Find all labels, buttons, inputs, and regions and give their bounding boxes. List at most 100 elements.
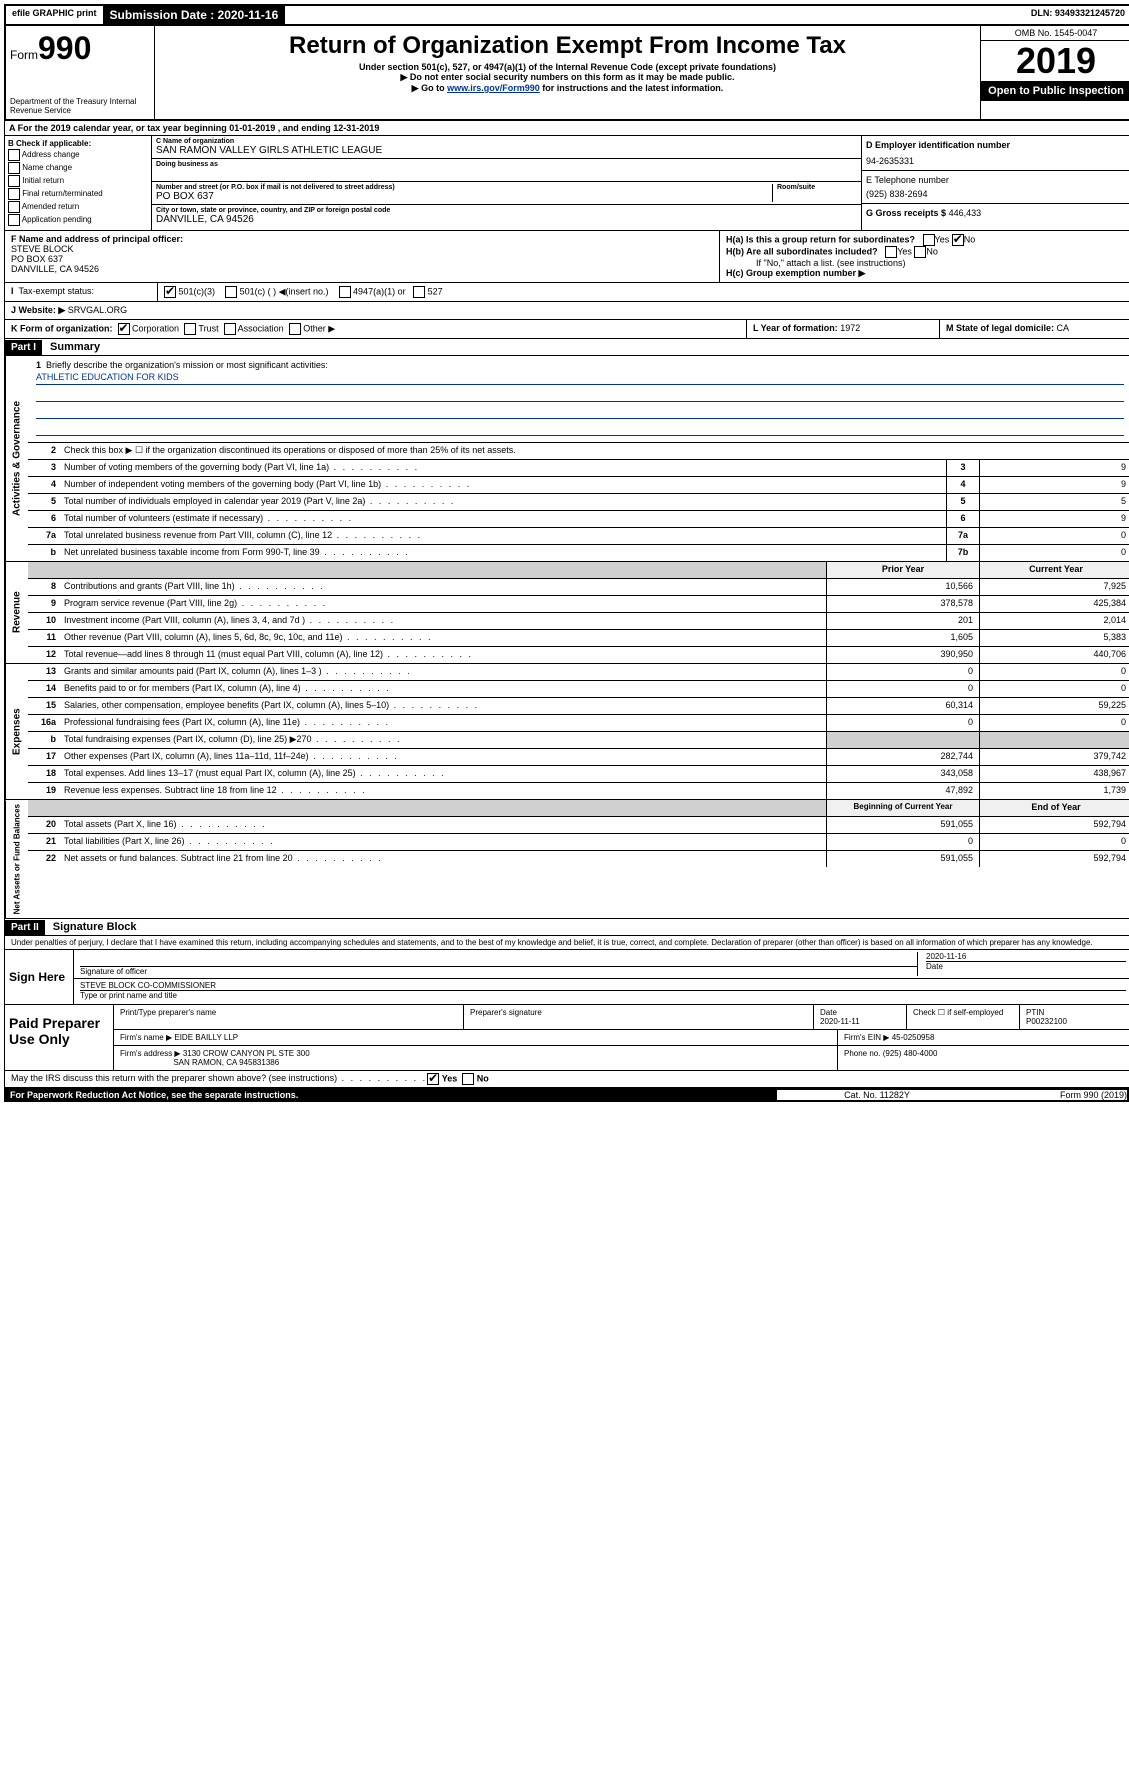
- sig-officer-label: Signature of officer: [80, 967, 917, 976]
- part2-title: Signature Block: [45, 919, 145, 935]
- officer-addr2: DANVILLE, CA 94526: [11, 264, 713, 274]
- entity-info: B Check if applicable: Address change Na…: [4, 136, 1129, 231]
- cb-final-return[interactable]: Final return/terminated: [8, 188, 148, 200]
- formation-year: 1972: [840, 323, 860, 333]
- cb-discuss-no[interactable]: [462, 1073, 474, 1085]
- l-label: L Year of formation:: [753, 323, 838, 333]
- q2-label: Check this box ▶ ☐ if the organization d…: [60, 443, 1129, 459]
- cb-trust[interactable]: [184, 323, 196, 335]
- table-row: 20Total assets (Part X, line 16)591,0555…: [28, 817, 1129, 834]
- cb-assoc[interactable]: [224, 323, 236, 335]
- tax-status-label: I Tax-exempt status:: [5, 283, 158, 301]
- cb-pending[interactable]: Application pending: [8, 214, 148, 226]
- firm-name-label: Firm's name ▶: [120, 1033, 172, 1042]
- website-value[interactable]: SRVGAL.ORG: [68, 305, 127, 315]
- org-name: SAN RAMON VALLEY GIRLS ATHLETIC LEAGUE: [156, 145, 857, 156]
- lbl-4947: 4947(a)(1) or: [353, 286, 406, 296]
- table-row: 11Other revenue (Part VIII, column (A), …: [28, 630, 1129, 647]
- cb-other[interactable]: [289, 323, 301, 335]
- current-year-header: Current Year: [979, 562, 1129, 578]
- paid-preparer-label: Paid Preparer Use Only: [5, 1005, 114, 1070]
- revenue-vtab: Revenue: [5, 562, 28, 663]
- form-subtitle: Under section 501(c), 527, or 4947(a)(1)…: [159, 62, 976, 72]
- cb-discuss-yes[interactable]: [427, 1073, 439, 1085]
- table-row: 9Program service revenue (Part VIII, lin…: [28, 596, 1129, 613]
- gross-receipts: 446,433: [949, 208, 982, 218]
- form-num: 990: [38, 30, 91, 66]
- form-ref: Form 990 (2019): [977, 1090, 1127, 1100]
- form-number: Form990: [10, 30, 150, 67]
- cb-4947[interactable]: [339, 286, 351, 298]
- irs-link[interactable]: www.irs.gov/Form990: [447, 83, 540, 93]
- room-label: Room/suite: [777, 184, 857, 191]
- cb-501c[interactable]: [225, 286, 237, 298]
- k-row: K Form of organization: Corporation Trus…: [4, 320, 1129, 339]
- sig-date-label: Date: [926, 962, 1126, 971]
- dln: DLN: 93493321245720: [1025, 6, 1129, 24]
- m-label: M State of legal domicile:: [946, 323, 1054, 333]
- f-h-row: F Name and address of principal officer:…: [4, 231, 1129, 283]
- submission-date: Submission Date : 2020-11-16: [104, 6, 286, 24]
- lbl-527: 527: [428, 286, 443, 296]
- website-row: J Website: ▶ SRVGAL.ORG: [4, 302, 1129, 320]
- g-gross-label: G Gross receipts $: [866, 208, 946, 218]
- table-row: 17Other expenses (Part IX, column (A), l…: [28, 749, 1129, 766]
- table-row: 22Net assets or fund balances. Subtract …: [28, 851, 1129, 867]
- col-b-title: B Check if applicable:: [8, 139, 148, 148]
- officer-addr1: PO BOX 637: [11, 254, 713, 264]
- lbl-assoc: Association: [238, 323, 284, 333]
- cb-501c3[interactable]: [164, 286, 176, 298]
- firm-phone: (925) 480-4000: [883, 1049, 938, 1058]
- hb-note: If "No," attach a list. (see instruction…: [726, 258, 1126, 268]
- cb-amended[interactable]: Amended return: [8, 201, 148, 213]
- pra-notice: For Paperwork Reduction Act Notice, see …: [10, 1090, 777, 1100]
- q1-label: Briefly describe the organization's miss…: [46, 360, 328, 370]
- table-row: bTotal fundraising expenses (Part IX, co…: [28, 732, 1129, 749]
- ptin-value: P00232100: [1026, 1017, 1067, 1026]
- governance-section: Activities & Governance 1 Briefly descri…: [4, 356, 1129, 562]
- hc-label: H(c) Group exemption number ▶: [726, 268, 1126, 279]
- e-phone-label: E Telephone number: [866, 175, 1128, 185]
- begin-year-header: Beginning of Current Year: [826, 800, 979, 816]
- omb-number: OMB No. 1545-0047: [981, 26, 1129, 41]
- lbl-other: Other ▶: [303, 323, 335, 333]
- top-bar: efile GRAPHIC print Submission Date : 20…: [4, 4, 1129, 26]
- addr-label: Number and street (or P.O. box if mail i…: [156, 184, 772, 191]
- table-row: 3Number of voting members of the governi…: [28, 460, 1129, 477]
- k-label: K Form of organization:: [11, 323, 113, 333]
- print-name-label: Type or print name and title: [80, 991, 1126, 1000]
- part1-title: Summary: [42, 339, 108, 355]
- mission-text: ATHLETIC EDUCATION FOR KIDS: [36, 372, 1124, 385]
- table-row: 8Contributions and grants (Part VIII, li…: [28, 579, 1129, 596]
- cb-name-change[interactable]: Name change: [8, 162, 148, 174]
- officer-print-name: STEVE BLOCK CO-COMMISSIONER: [80, 981, 1126, 991]
- form-header: Form990 Department of the Treasury Inter…: [4, 26, 1129, 121]
- cb-corp[interactable]: [118, 323, 130, 335]
- self-employed-check[interactable]: Check ☐ if self-employed: [907, 1005, 1020, 1029]
- c-name-label: C Name of organization: [156, 138, 857, 145]
- governance-vtab: Activities & Governance: [5, 356, 28, 561]
- prep-date: 2020-11-11: [820, 1017, 860, 1026]
- table-row: 15Salaries, other compensation, employee…: [28, 698, 1129, 715]
- form-note1: ▶ Do not enter social security numbers o…: [159, 72, 976, 83]
- ein-value: 94-2635331: [866, 156, 1128, 166]
- cb-527[interactable]: [413, 286, 425, 298]
- table-row: 5Total number of individuals employed in…: [28, 494, 1129, 511]
- firm-addr2: SAN RAMON, CA 945831386: [173, 1058, 279, 1067]
- table-row: bNet unrelated business taxable income f…: [28, 545, 1129, 561]
- firm-ein: 45-0250958: [892, 1033, 935, 1042]
- cb-initial-return[interactable]: Initial return: [8, 175, 148, 187]
- sign-here-label: Sign Here: [5, 950, 74, 1004]
- f-label: F Name and address of principal officer:: [11, 234, 713, 244]
- dept-label: Department of the Treasury Internal Reve…: [10, 97, 150, 115]
- note2-pre: ▶ Go to: [412, 83, 447, 93]
- prep-date-label: Date: [820, 1008, 837, 1017]
- table-row: 16aProfessional fundraising fees (Part I…: [28, 715, 1129, 732]
- cb-address-change[interactable]: Address change: [8, 149, 148, 161]
- expenses-section: Expenses 13Grants and similar amounts pa…: [4, 664, 1129, 800]
- dba-label: Doing business as: [156, 161, 857, 168]
- sign-block: Sign Here Signature of officer 2020-11-1…: [4, 950, 1129, 1005]
- efile-link[interactable]: efile GRAPHIC print: [6, 6, 104, 24]
- part1-badge: Part I: [5, 340, 42, 355]
- end-year-header: End of Year: [979, 800, 1129, 816]
